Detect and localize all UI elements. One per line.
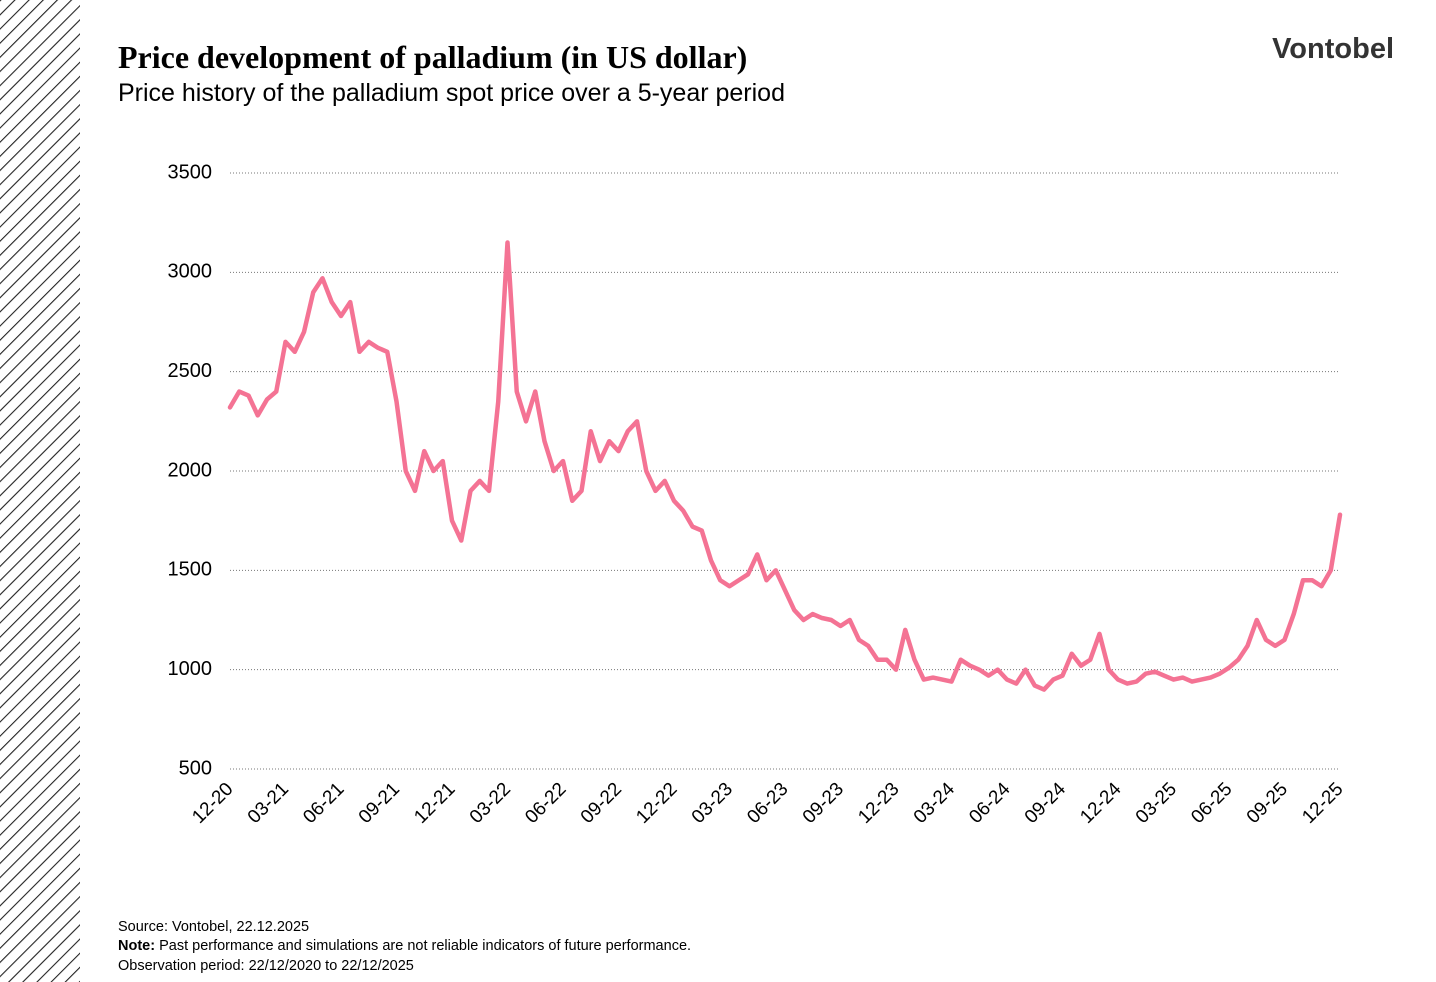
y-tick-label: 3000 <box>168 261 213 283</box>
footer-source: Source: Vontobel, 22.12.2025 <box>118 919 309 935</box>
x-tick-label: 12-21 <box>410 779 459 828</box>
y-tick-label: 1000 <box>168 658 213 680</box>
y-tick-label: 1500 <box>168 559 213 581</box>
chart-title: Price development of palladium (in US do… <box>118 39 747 75</box>
footer-period: Observation period: 22/12/2020 to 22/12/… <box>118 958 414 974</box>
x-tick-label: 06-25 <box>1187 779 1236 828</box>
x-tick-label: 03-21 <box>244 779 293 828</box>
footer-note: Note: Past performance and simulations a… <box>118 938 691 954</box>
x-tick-label: 12-23 <box>854 779 903 828</box>
y-tick-label: 3500 <box>168 161 213 183</box>
y-tick-label: 2500 <box>168 360 213 382</box>
x-tick-label: 09-21 <box>355 779 404 828</box>
x-tick-label: 06-21 <box>299 779 348 828</box>
x-tick-label: 09-24 <box>1021 778 1071 828</box>
x-tick-label: 09-22 <box>577 779 626 828</box>
x-tick-label: 06-22 <box>521 779 570 828</box>
x-tick-label: 12-25 <box>1298 779 1347 828</box>
x-tick-label: 03-22 <box>466 779 515 828</box>
logo: Vontobel <box>1272 33 1394 65</box>
chart-subtitle: Price history of the palladium spot pric… <box>118 79 785 107</box>
note-text: Past performance and simulations are not… <box>155 938 691 954</box>
note-label: Note: <box>118 938 155 954</box>
x-tick-label: 09-25 <box>1243 779 1292 828</box>
y-tick-label: 500 <box>179 757 212 779</box>
x-tick-label: 03-23 <box>688 779 737 828</box>
price-line <box>227 240 1343 692</box>
x-tick-label: 03-25 <box>1132 779 1181 828</box>
x-tick-label: 12-22 <box>632 779 681 828</box>
x-tick-label: 09-23 <box>799 779 848 828</box>
x-tick-label: 03-24 <box>910 778 960 828</box>
x-tick-label: 12-20 <box>188 779 237 828</box>
hatched-strip <box>0 0 80 982</box>
y-tick-label: 2000 <box>168 459 213 481</box>
x-tick-label: 06-24 <box>965 778 1015 828</box>
x-tick-label: 12-24 <box>1076 778 1126 828</box>
x-tick-label: 06-23 <box>743 779 792 828</box>
